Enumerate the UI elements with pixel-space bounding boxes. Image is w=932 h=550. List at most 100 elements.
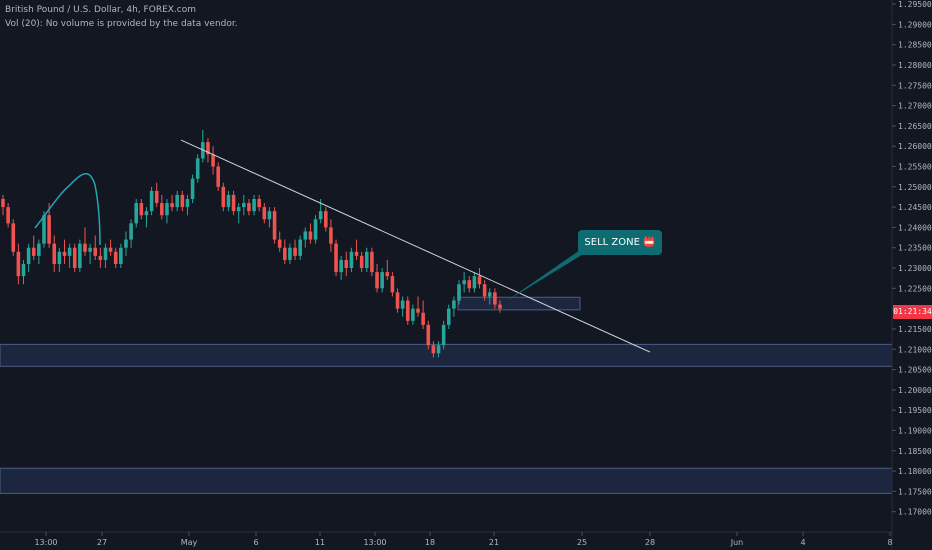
candle-body (108, 247, 113, 252)
sell-zone-callout[interactable]: SELL ZONE 📛 (578, 230, 662, 255)
candle-body (206, 142, 210, 155)
candle-body (452, 300, 456, 309)
candle-body (103, 247, 108, 260)
candle-body (144, 211, 149, 216)
candle-body (26, 247, 31, 264)
candle-body (324, 211, 328, 228)
price-axis[interactable]: 1.29500 1.29000 1.28500 1.28000 1.27500 1.270… (892, 0, 932, 517)
y-tick-label: 1.29500 (898, 0, 932, 9)
candle-body (385, 272, 390, 277)
x-tick-label: 18 (425, 538, 435, 547)
candle-body (441, 324, 446, 346)
x-tick-label: 11 (315, 538, 325, 547)
callout-pointer (505, 250, 590, 302)
y-tick-label: 1.20000 (898, 386, 932, 395)
candle-body (344, 259, 349, 269)
candle-body (247, 203, 251, 212)
candle-body (62, 251, 67, 256)
candle-body (31, 247, 36, 256)
y-tick-label: 1.18500 (898, 447, 932, 456)
candle-body (405, 300, 410, 321)
current-price-badge: 01:21:34 (893, 305, 932, 319)
zone-rect (457, 296, 581, 311)
x-tick-label: 13:00 (34, 538, 57, 547)
candle-body (160, 203, 164, 216)
y-tick-label: 1.18000 (898, 467, 932, 476)
chart-title: British Pound / U.S. Dollar, 4h, FOREX.c… (5, 5, 197, 15)
candle-body (375, 272, 379, 289)
candle-body (134, 203, 139, 224)
candle-body (139, 203, 144, 216)
candle-body (457, 284, 461, 301)
y-tick-label: 1.25000 (898, 183, 932, 192)
y-tick-label: 1.24500 (898, 203, 932, 212)
candle-body (298, 239, 302, 256)
candle-body (262, 207, 267, 220)
candle-body (242, 203, 246, 208)
x-tick-label: Jun (730, 538, 744, 547)
candle-body (52, 243, 57, 264)
candle-body (467, 280, 472, 289)
candle-body (380, 272, 384, 289)
candle-body (421, 312, 425, 325)
candle-body (180, 194, 185, 208)
y-tick-label: 1.27500 (898, 81, 932, 90)
y-tick-label: 1.25500 (898, 163, 932, 172)
y-tick-label: 1.26500 (898, 122, 932, 131)
candle-body (211, 154, 215, 167)
candle-body (411, 308, 415, 321)
candle-body (154, 190, 159, 204)
candle-body (252, 198, 256, 212)
candle-body (83, 243, 87, 252)
x-tick-label: 8 (887, 538, 892, 547)
candle-body (283, 247, 287, 260)
candle-body (11, 223, 16, 252)
candle-body (462, 280, 466, 285)
x-tick-label: 28 (645, 538, 655, 547)
candle-body (88, 247, 92, 252)
y-tick-label: 1.27000 (898, 102, 932, 111)
volume-note: Vol (20): No volume is provided by the d… (5, 19, 238, 29)
y-tick-label: 1.19500 (898, 406, 932, 415)
candle-body (98, 255, 103, 260)
candle-body (482, 284, 487, 297)
y-tick-label: 1.23500 (898, 244, 932, 253)
y-tick-label: 1.20500 (898, 366, 932, 375)
candle-body (477, 276, 482, 285)
candle-body (195, 158, 200, 179)
candle-body (16, 251, 21, 277)
candle-body (354, 251, 359, 256)
x-tick-label: 4 (800, 538, 805, 547)
candle-body (313, 219, 318, 240)
x-tick-label: 13:00 (363, 538, 386, 547)
y-tick-label: 1.21000 (898, 345, 932, 354)
candle-body (318, 211, 323, 220)
candle-body (334, 243, 338, 273)
candle-body (288, 247, 292, 260)
candle-body (395, 292, 400, 309)
x-tick-label: 27 (97, 538, 107, 547)
candle-body (272, 211, 277, 240)
x-tick-label: 21 (489, 538, 499, 547)
candle-body (498, 304, 502, 309)
x-tick-label: 25 (577, 538, 587, 547)
x-tick-label: 6 (253, 538, 258, 547)
candle-body (426, 324, 431, 346)
zones-layer (0, 296, 893, 494)
zone-rect (0, 343, 893, 367)
y-tick-label: 1.19000 (898, 426, 932, 435)
candle-body (190, 178, 195, 199)
freehand-curve (34, 173, 101, 246)
candle-body (119, 247, 123, 264)
candle-body (431, 345, 436, 354)
y-tick-label: 1.26000 (898, 142, 932, 151)
candle-body (303, 231, 308, 240)
trendline (180, 139, 651, 353)
candle-body (216, 166, 220, 187)
candles-layer (1, 129, 502, 358)
time-axis[interactable]: 13:00 27 May 6 11 13:00 18 21 25 28 Jun 4 8 (34, 532, 893, 547)
x-tick-label: May (181, 538, 198, 547)
candle-body (226, 194, 231, 208)
